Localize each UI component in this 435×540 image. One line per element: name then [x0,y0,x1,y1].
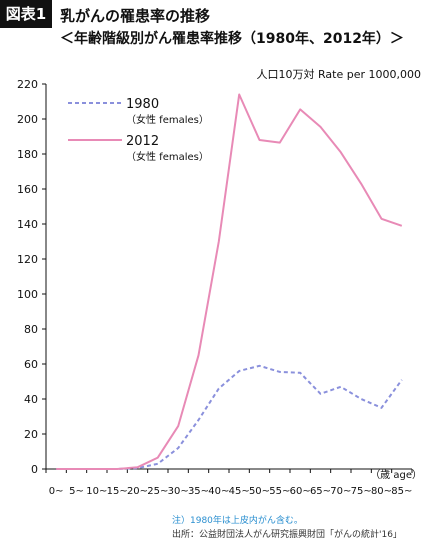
source-note: 出所：公益財団法人がん研究振興財団「がんの統計'16」 [172,530,402,540]
x-tick-label: 80~ [371,486,392,497]
chart-title: 乳がんの罹患率の推移 [60,7,211,25]
y-tick-label: 60 [24,358,38,371]
y-tick-label: 40 [24,393,38,406]
x-tick-label: 75~ [351,486,372,497]
x-tick-label: 0~ [49,486,64,497]
legend-sublabel-1980: （女性 females） [126,113,209,126]
series-line-1980 [56,364,403,470]
y-tick-label: 120 [17,253,38,266]
legend-label-1980: 1980 [126,97,159,112]
x-tick-label: 5~ [69,486,84,497]
legend-label-2012: 2012 [126,134,159,149]
figure-badge: 図表1 [0,0,52,28]
x-tick-label: 85~ [391,486,412,497]
x-tick-label: 55~ [269,486,290,497]
x-tick-label: 10~ [86,486,107,497]
y-tick-label: 180 [17,148,38,161]
x-tick-label: 70~ [330,486,351,497]
y-tick-label: 80 [24,323,38,336]
x-tick-label: 40~ [208,486,229,497]
x-tick-label: 35~ [188,486,209,497]
y-tick-label: 140 [17,218,38,231]
series-line-2012 [56,93,403,470]
x-tick-label: 60~ [290,486,311,497]
x-tick-label: 65~ [310,486,331,497]
x-tick-label: 50~ [249,486,270,497]
legend-sublabel-2012: （女性 females） [126,150,209,163]
x-tick-label: 45~ [229,486,250,497]
x-tick-label: 30~ [168,486,189,497]
x-tick-label: 25~ [147,486,168,497]
y-tick-label: 0 [31,463,38,476]
x-tick-label: 20~ [127,486,148,497]
x-axis-label: （歳 age） [370,469,422,481]
header: 図表1 乳がんの罹患率の推移 ＜年齢階級別がん罹患率推移（1980年、2012年… [0,0,435,50]
y-tick-label: 100 [17,288,38,301]
footnote: 注）1980年は上皮内がん含む。 [172,516,303,526]
y-tick-label: 220 [17,78,38,91]
x-tick-label: 15~ [107,486,128,497]
y-tick-label: 200 [17,113,38,126]
y-tick-label: 20 [24,428,38,441]
chart-subtitle: ＜年齢階級別がん罹患率推移（1980年、2012年）＞ [60,31,404,47]
y-tick-label: 160 [17,183,38,196]
y-axis-unit-label: 人口10万対 Rate per 1000,000 [256,68,421,81]
